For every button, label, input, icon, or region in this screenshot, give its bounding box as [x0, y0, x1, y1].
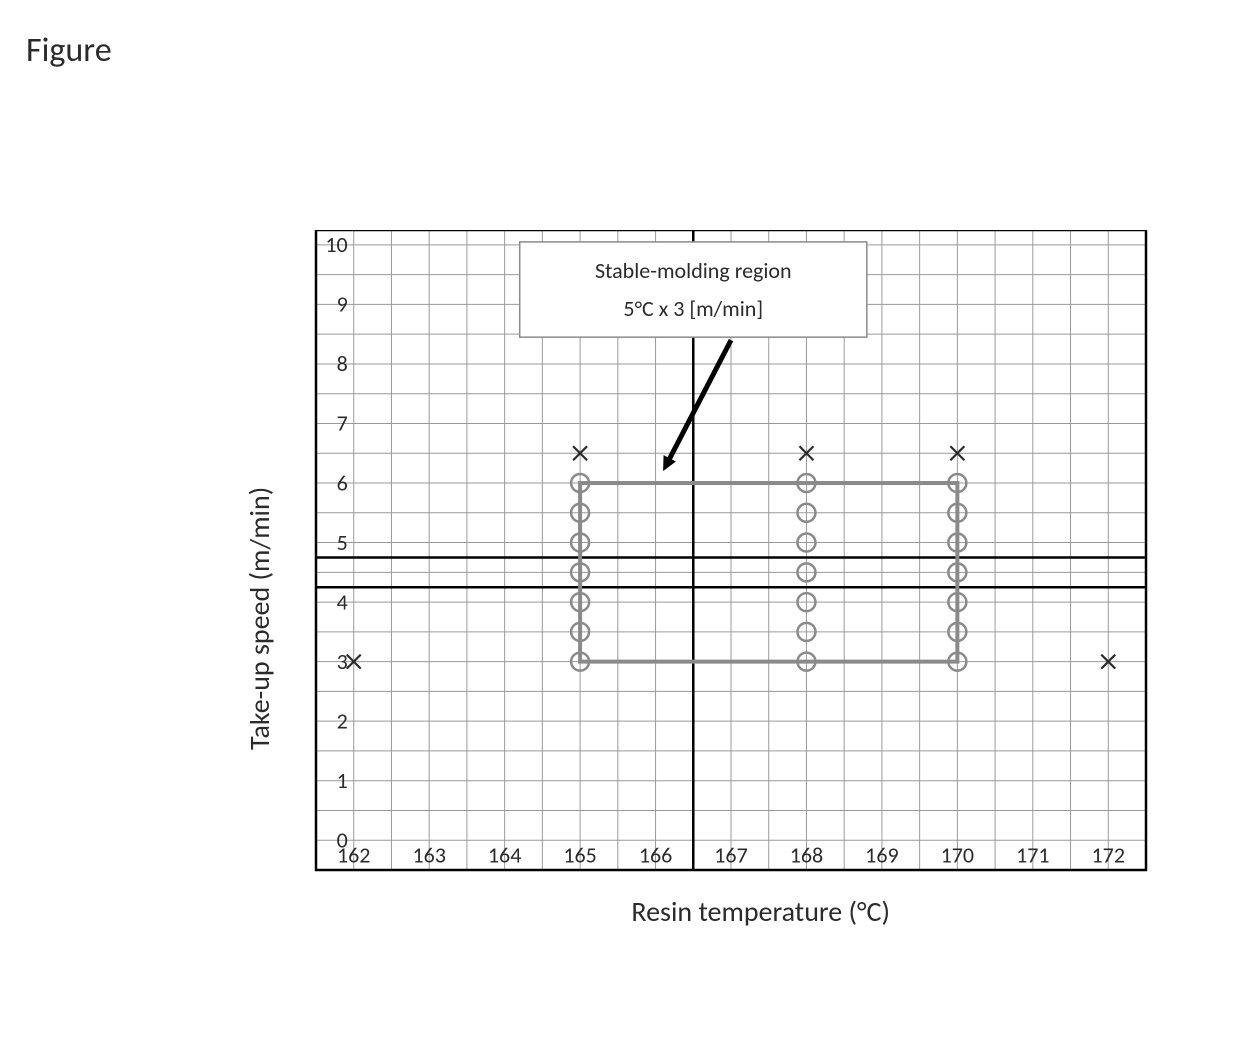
x-tick-label: 171 — [1016, 841, 1049, 868]
y-tick-label: 2 — [337, 707, 348, 734]
x-tick-label: 172 — [1092, 841, 1125, 868]
y-axis-title: Take-up speed (m/min) — [242, 487, 277, 750]
x-tick-label: 166 — [639, 841, 672, 868]
y-tick-label: 10 — [325, 231, 347, 258]
x-axis-title: Resin temperature (°C) — [631, 894, 890, 929]
y-tick-label: 9 — [337, 291, 348, 318]
y-tick-label: 5 — [337, 529, 348, 556]
callout-line2: 5°C x 3 [m/min] — [623, 295, 763, 322]
y-tick-label: 6 — [337, 469, 348, 496]
chart: Take-up speed (m/min) 012345678910162163… — [260, 230, 1160, 970]
x-tick-label: 164 — [488, 841, 521, 868]
figure-label: Figure — [26, 30, 112, 71]
x-tick-label: 170 — [941, 841, 974, 868]
y-tick-label: 1 — [337, 767, 348, 794]
x-tick-label: 168 — [790, 841, 823, 868]
x-tick-label: 167 — [714, 841, 747, 868]
chart-canvas: 0123456789101621631641651661671681691701… — [260, 230, 1160, 930]
y-tick-label: 3 — [337, 648, 348, 675]
x-tick-label: 162 — [337, 841, 370, 868]
callout-line1: Stable-molding region — [595, 257, 792, 284]
y-tick-label: 7 — [337, 410, 348, 437]
x-tick-label: 169 — [865, 841, 898, 868]
y-tick-label: 4 — [337, 588, 348, 615]
x-tick-label: 165 — [563, 841, 596, 868]
x-tick-label: 163 — [412, 841, 445, 868]
y-tick-label: 8 — [337, 350, 348, 377]
